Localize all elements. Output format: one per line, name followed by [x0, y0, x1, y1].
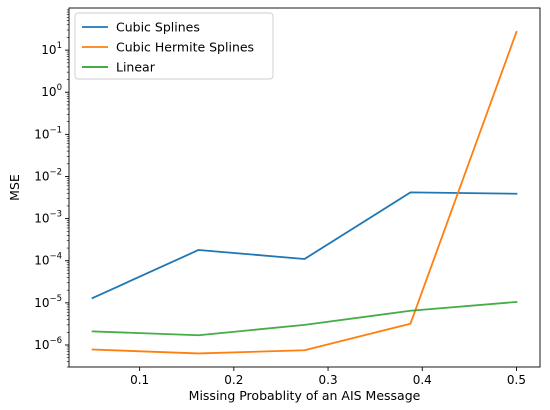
x-tick-label: 0.5 [507, 373, 526, 387]
plot-frame [68, 7, 541, 368]
legend-label-1: Cubic Splines [116, 20, 200, 35]
legend-label-3: Linear [116, 60, 156, 75]
y-axis-label: MSE [7, 174, 22, 201]
x-tick-label: 0.3 [319, 373, 338, 387]
legend-label-2: Cubic Hermite Splines [116, 40, 254, 55]
legend-box [74, 12, 274, 80]
x-tick-label: 0.4 [413, 373, 432, 387]
x-axis-label: Missing Probablity of an AIS Message [189, 388, 421, 403]
series-layer [91, 30, 518, 355]
series-line-2 [91, 30, 518, 355]
x-axis-ticks: 0.1 0.2 0.3 0.4 0.5 [130, 367, 526, 387]
series-line-3 [91, 300, 518, 337]
series-line-1 [91, 191, 518, 300]
legend: Cubic Splines Cubic Hermite Splines Linear [74, 12, 274, 80]
x-tick-label: 0.1 [130, 373, 149, 387]
x-tick-label: 0.2 [224, 373, 243, 387]
